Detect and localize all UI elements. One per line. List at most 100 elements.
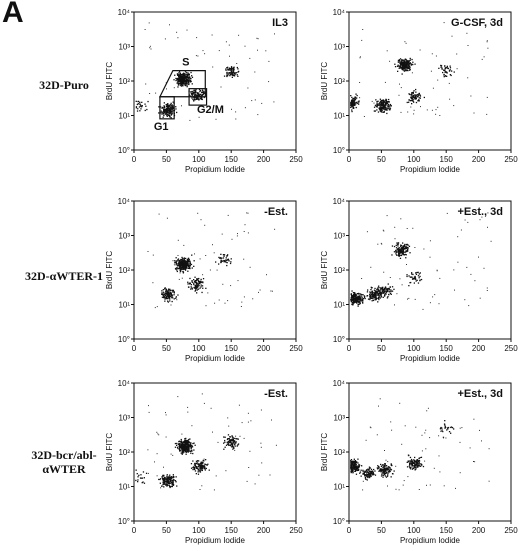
data-point bbox=[180, 438, 182, 441]
data-point bbox=[364, 474, 366, 476]
data-point bbox=[379, 398, 381, 400]
data-point bbox=[164, 109, 166, 111]
data-point bbox=[355, 295, 357, 298]
data-point bbox=[417, 466, 419, 468]
data-point bbox=[426, 109, 428, 111]
gate-label: G1 bbox=[154, 121, 169, 133]
data-point bbox=[170, 476, 172, 478]
data-point bbox=[412, 273, 414, 276]
data-point bbox=[401, 248, 403, 250]
data-point bbox=[351, 461, 353, 463]
data-point bbox=[168, 105, 170, 107]
data-point bbox=[197, 286, 199, 288]
data-point bbox=[426, 410, 428, 412]
data-point bbox=[244, 224, 246, 226]
data-point bbox=[185, 76, 187, 78]
data-point bbox=[163, 109, 166, 112]
data-point bbox=[395, 488, 397, 490]
data-point bbox=[195, 280, 198, 282]
data-point bbox=[172, 477, 174, 479]
data-point bbox=[434, 294, 436, 296]
data-point bbox=[164, 481, 166, 483]
data-point bbox=[179, 265, 181, 268]
data-point bbox=[227, 73, 229, 75]
data-point bbox=[411, 103, 413, 105]
data-point bbox=[212, 431, 213, 433]
data-point bbox=[177, 74, 179, 76]
data-point bbox=[437, 79, 439, 81]
data-point bbox=[355, 463, 357, 466]
data-point bbox=[432, 296, 434, 298]
data-point bbox=[162, 474, 164, 476]
data-point bbox=[449, 65, 451, 67]
data-point bbox=[162, 113, 164, 115]
data-point bbox=[181, 445, 183, 448]
data-point bbox=[184, 446, 186, 448]
data-point bbox=[382, 106, 384, 108]
data-point bbox=[172, 291, 174, 293]
data-point bbox=[230, 71, 232, 73]
data-point bbox=[391, 290, 394, 292]
data-point bbox=[418, 94, 420, 96]
data-point bbox=[382, 286, 384, 288]
data-point bbox=[194, 466, 196, 468]
data-point bbox=[230, 261, 232, 263]
data-point bbox=[164, 479, 166, 481]
data-point bbox=[176, 79, 178, 81]
data-point bbox=[191, 446, 194, 448]
data-point bbox=[487, 226, 488, 228]
data-point bbox=[194, 465, 197, 467]
data-point bbox=[352, 296, 354, 299]
data-point bbox=[355, 103, 357, 105]
cell-cluster bbox=[359, 466, 378, 481]
data-point bbox=[215, 105, 217, 107]
data-point bbox=[382, 474, 384, 476]
x-tick-label: 50 bbox=[162, 344, 171, 353]
data-point bbox=[190, 444, 192, 447]
data-point bbox=[377, 293, 379, 295]
data-point bbox=[350, 300, 352, 303]
data-point bbox=[162, 294, 164, 296]
data-point bbox=[370, 294, 372, 296]
data-point bbox=[169, 106, 171, 108]
data-point bbox=[399, 254, 401, 257]
data-point bbox=[362, 302, 364, 304]
data-point bbox=[351, 295, 353, 298]
data-point bbox=[180, 267, 182, 270]
data-point bbox=[351, 290, 353, 292]
data-point bbox=[358, 100, 360, 102]
data-point bbox=[232, 439, 235, 442]
data-point bbox=[192, 466, 194, 469]
data-point bbox=[370, 286, 372, 288]
data-point bbox=[191, 425, 193, 427]
y-axis-label: BrdU FITC bbox=[320, 433, 329, 471]
data-point bbox=[402, 245, 404, 247]
data-point bbox=[186, 79, 188, 81]
data-point bbox=[202, 274, 204, 276]
data-point bbox=[188, 440, 190, 443]
data-point bbox=[165, 111, 167, 113]
data-point bbox=[409, 68, 411, 70]
data-point bbox=[236, 235, 238, 237]
data-point bbox=[353, 298, 355, 300]
plot-frame bbox=[348, 11, 512, 151]
data-point bbox=[189, 267, 191, 270]
data-point bbox=[417, 464, 419, 466]
cell-cluster bbox=[135, 469, 148, 484]
data-point bbox=[464, 219, 466, 221]
data-point bbox=[163, 296, 165, 298]
data-point bbox=[196, 279, 198, 281]
data-point bbox=[350, 104, 352, 107]
data-point bbox=[486, 287, 488, 289]
data-point bbox=[237, 443, 240, 445]
data-point bbox=[420, 278, 423, 281]
data-point bbox=[362, 300, 364, 302]
data-point bbox=[402, 67, 405, 69]
data-point bbox=[187, 411, 189, 413]
data-point bbox=[179, 260, 181, 262]
data-point bbox=[396, 248, 398, 251]
data-point bbox=[388, 107, 390, 109]
data-point bbox=[169, 116, 171, 118]
data-point bbox=[260, 446, 262, 448]
data-point bbox=[384, 101, 386, 103]
